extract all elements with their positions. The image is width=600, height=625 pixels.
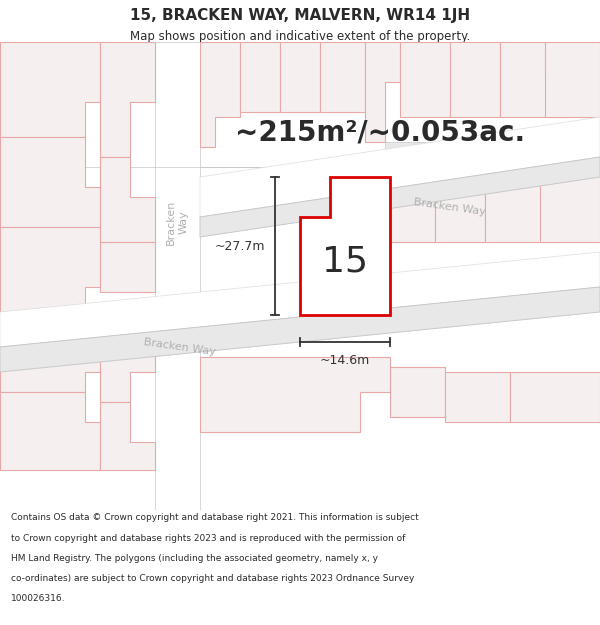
Text: 15, BRACKEN WAY, MALVERN, WR14 1JH: 15, BRACKEN WAY, MALVERN, WR14 1JH bbox=[130, 8, 470, 22]
Polygon shape bbox=[0, 227, 100, 312]
Polygon shape bbox=[385, 167, 435, 242]
Polygon shape bbox=[200, 117, 600, 217]
Polygon shape bbox=[100, 157, 155, 242]
Polygon shape bbox=[545, 42, 600, 117]
Polygon shape bbox=[445, 372, 510, 422]
Polygon shape bbox=[280, 42, 320, 112]
Polygon shape bbox=[450, 42, 500, 117]
Polygon shape bbox=[435, 167, 485, 242]
Polygon shape bbox=[0, 392, 100, 470]
Text: Bracken Way: Bracken Way bbox=[143, 337, 217, 357]
Text: Contains OS data © Crown copyright and database right 2021. This information is : Contains OS data © Crown copyright and d… bbox=[11, 514, 419, 522]
Text: Map shows position and indicative extent of the property.: Map shows position and indicative extent… bbox=[130, 30, 470, 43]
Polygon shape bbox=[0, 137, 100, 227]
Polygon shape bbox=[400, 42, 450, 117]
Polygon shape bbox=[200, 42, 240, 147]
Polygon shape bbox=[485, 167, 560, 242]
Polygon shape bbox=[510, 372, 600, 422]
Polygon shape bbox=[390, 367, 445, 417]
Text: ~215m²/~0.053ac.: ~215m²/~0.053ac. bbox=[235, 118, 525, 146]
Polygon shape bbox=[540, 167, 600, 242]
Text: HM Land Registry. The polygons (including the associated geometry, namely x, y: HM Land Registry. The polygons (includin… bbox=[11, 554, 378, 562]
Text: co-ordinates) are subject to Crown copyright and database rights 2023 Ordnance S: co-ordinates) are subject to Crown copyr… bbox=[11, 574, 414, 583]
Polygon shape bbox=[100, 42, 155, 157]
Polygon shape bbox=[385, 142, 600, 167]
Polygon shape bbox=[100, 312, 155, 402]
Text: Bracken
Way: Bracken Way bbox=[166, 199, 188, 245]
Polygon shape bbox=[320, 42, 365, 112]
Text: Bracken Way: Bracken Way bbox=[413, 197, 487, 217]
Text: 15: 15 bbox=[322, 244, 368, 278]
Polygon shape bbox=[0, 252, 600, 347]
Polygon shape bbox=[300, 177, 390, 315]
Polygon shape bbox=[0, 287, 600, 372]
Polygon shape bbox=[200, 357, 390, 432]
Polygon shape bbox=[100, 402, 155, 470]
Text: to Crown copyright and database rights 2023 and is reproduced with the permissio: to Crown copyright and database rights 2… bbox=[11, 534, 405, 542]
Polygon shape bbox=[200, 157, 600, 237]
Polygon shape bbox=[0, 42, 100, 137]
Polygon shape bbox=[100, 242, 155, 292]
Polygon shape bbox=[240, 42, 280, 112]
Text: ~27.7m: ~27.7m bbox=[215, 239, 265, 252]
Text: 100026316.: 100026316. bbox=[11, 594, 65, 603]
Polygon shape bbox=[365, 42, 400, 142]
Text: ~14.6m: ~14.6m bbox=[320, 354, 370, 367]
Polygon shape bbox=[500, 42, 570, 117]
Polygon shape bbox=[155, 42, 200, 510]
Polygon shape bbox=[0, 312, 100, 392]
